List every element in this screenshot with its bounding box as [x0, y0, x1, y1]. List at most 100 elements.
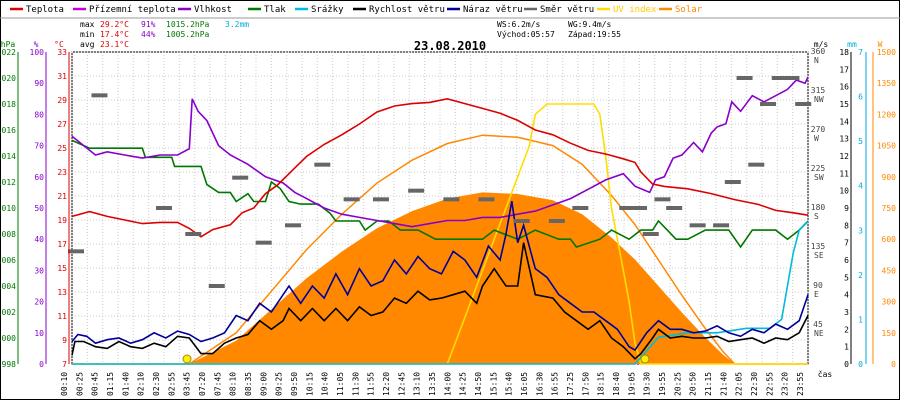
wind-direction-mark	[208, 284, 225, 288]
x-tick-label: 02:10	[137, 372, 146, 396]
x-tick-label: 13:35	[428, 372, 437, 396]
x-tick-label: 09:25	[275, 372, 284, 396]
x-tick-label: 01:40	[121, 372, 130, 396]
stat-max-label: max	[80, 20, 95, 29]
solar-axis-tick: 750	[882, 204, 897, 213]
rain-axis-tick: 7	[858, 48, 863, 57]
wind-axis-tick: 9	[844, 204, 849, 213]
x-tick-label: 11:30	[351, 372, 360, 396]
wind-direction-mark	[185, 232, 202, 236]
x-tick-label: 11:05	[336, 372, 345, 396]
pressure-axis-tick: 1020	[0, 74, 16, 83]
wind-axis-tick: 13	[839, 135, 849, 144]
stat-sunset: Západ:19:55	[568, 30, 621, 39]
x-tick-label: 22:55	[765, 372, 774, 396]
x-tick-label: 14:25	[459, 372, 468, 396]
x-tick-label: 14:50	[474, 372, 483, 396]
solar-curve	[72, 134, 808, 365]
wind-direction-mark	[91, 93, 108, 98]
wind-direction-mark	[736, 76, 753, 80]
x-tick-label: 08:35	[244, 372, 253, 396]
x-tick-label: 21:40	[719, 372, 728, 396]
wind-axis-tick: 8	[844, 221, 849, 230]
pressure-axis-tick: 1018	[0, 100, 16, 109]
pressure-axis-tick: 1016	[0, 126, 16, 135]
wind-axis-tick: 2	[844, 325, 849, 334]
x-tick-label: 02:30	[152, 372, 161, 396]
solar-axis-tick: 300	[882, 298, 897, 307]
humidity-axis-tick: 100	[30, 48, 45, 57]
x-tick-label: 21:15	[704, 372, 713, 396]
wind-direction-mark	[314, 162, 331, 167]
direction-axis-tick: 225	[811, 164, 826, 173]
temperature-axis-tick: 9	[62, 336, 67, 345]
stat-max-temp: 29.2°C	[100, 20, 129, 29]
pressure-axis-tick: 1022	[0, 48, 16, 57]
wind-direction-mark	[68, 249, 84, 254]
wind-direction-mark	[666, 206, 683, 210]
x-tick-label: 00:45	[91, 372, 100, 396]
x-tick-label: 11:55	[367, 372, 376, 396]
x-tick-label: 22:05	[735, 372, 744, 396]
direction-axis-tick: 90	[813, 281, 823, 290]
rain-axis-tick: 4	[858, 182, 863, 191]
pressure-axis-tick: 1010	[0, 204, 16, 213]
x-tick-label: 16:30	[535, 372, 544, 396]
direction-axis-tick: 360	[811, 47, 826, 56]
stat-min-temp: 17.4°C	[100, 30, 129, 39]
x-tick-label: 13:10	[413, 372, 422, 396]
legend-label-2: Vlhkost	[194, 5, 232, 15]
direction-axis-label: NE	[814, 329, 824, 338]
wind-direction-mark	[689, 223, 706, 228]
legend-label-1: Přízemní teplota	[89, 5, 176, 15]
stat-max-pressure: 1015.2hPa	[166, 20, 210, 29]
wind-axis-tick: 0	[844, 360, 849, 369]
x-tick-label: 23:55	[796, 372, 805, 396]
series-vlhkost	[71, 76, 809, 228]
legend-label-4: Srážky	[311, 5, 344, 15]
direction-axis-label: NW	[814, 95, 824, 104]
direction-axis-tick: 45	[813, 320, 823, 329]
x-tick-label: 03:45	[183, 372, 192, 396]
temperature-axis-tick: 21	[57, 192, 67, 201]
x-tick-label: 01:15	[106, 372, 115, 396]
humidity-axis-tick: 70	[34, 142, 44, 151]
x-tick-label: 10:40	[321, 372, 330, 396]
temperature-axis-tick: 15	[57, 264, 67, 273]
temperature-axis-unit: °C	[54, 40, 64, 49]
stat-max-humidity: 91%	[141, 20, 156, 29]
direction-axis-tick: 270	[811, 125, 826, 134]
x-tick-label: 02:55	[167, 372, 176, 396]
x-tick-label: 19:05	[627, 372, 636, 396]
pressure-axis-tick: 1006	[0, 256, 16, 265]
wind-direction-mark	[760, 102, 777, 106]
x-tick-label: 08:10	[229, 372, 238, 396]
wind-direction-mark	[232, 175, 249, 180]
wind-direction-mark	[513, 219, 530, 223]
solar-axis-tick: 900	[882, 173, 897, 182]
x-tick-label: 17:25	[566, 372, 575, 396]
x-tick-label: 09:50	[290, 372, 299, 396]
wind-direction-mark	[443, 197, 460, 202]
wind-direction-mark	[155, 206, 172, 210]
series-tlak	[71, 139, 809, 249]
direction-axis-label: SE	[814, 251, 824, 260]
solar-area	[72, 192, 808, 364]
legend-label-0: Teplota	[26, 5, 64, 15]
solar-axis-tick: 1200	[877, 110, 896, 119]
wind-axis-tick: 5	[844, 273, 849, 282]
wind-direction-mark	[284, 223, 301, 228]
stat-min-pressure: 1005.2hPa	[166, 30, 210, 39]
wind-direction-mark	[713, 223, 730, 228]
solar-axis-tick: 150	[882, 329, 897, 338]
x-tick-label: 10:15	[305, 372, 314, 396]
x-tick-label: 18:40	[612, 372, 621, 396]
rain-axis-tick: 0	[858, 360, 863, 369]
legend-label-3: Tlak	[264, 5, 286, 15]
humidity-axis-tick: 50	[34, 204, 44, 213]
direction-axis-tick: 315	[811, 86, 826, 95]
stat-sunrise: Východ:05:57	[497, 30, 555, 39]
x-tick-label: 12:20	[382, 372, 391, 396]
wind-axis-tick: 15	[839, 100, 849, 109]
wind-direction-mark	[572, 206, 589, 210]
